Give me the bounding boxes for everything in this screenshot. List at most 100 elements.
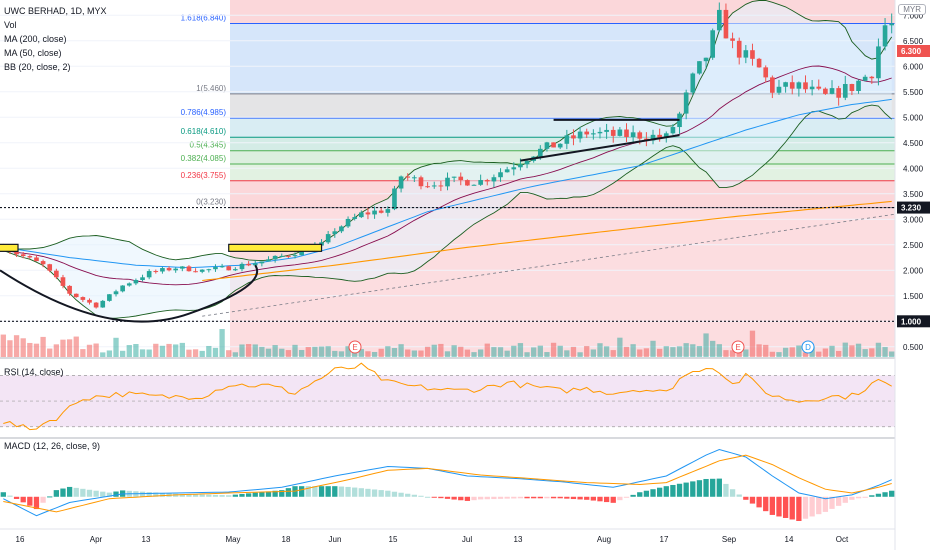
candle-body — [842, 84, 848, 98]
macd-label[interactable]: MACD (12, 26, close, 9) — [4, 441, 101, 451]
volume-bar — [13, 335, 20, 357]
volume-bar — [696, 346, 703, 357]
macd-histogram-bar — [524, 496, 530, 499]
trend-line-dashed — [202, 213, 896, 317]
volume-bar — [20, 338, 26, 357]
volume-bar — [325, 346, 331, 357]
candle-body — [412, 177, 417, 179]
macd-histogram-bar — [159, 492, 166, 497]
macd-histogram-bar — [106, 492, 113, 497]
candle-body — [431, 185, 437, 187]
macd-histogram-bar — [882, 492, 888, 497]
candle-body — [816, 86, 822, 89]
macd-histogram-bar — [424, 496, 431, 498]
time-axis: 16 Apr 13 May 18 Jun 15 Jul 13 Aug 17 Sep 14 Oct — [0, 528, 895, 544]
volume-bar — [47, 348, 53, 357]
bb-basis-line — [3, 65, 892, 286]
volume-bar — [849, 345, 855, 357]
price-tick-label: 0.500 — [903, 343, 924, 352]
macd-histogram-bar — [371, 489, 378, 497]
candle-body — [770, 77, 775, 93]
time-tick-label: Oct — [836, 535, 849, 544]
macd-histogram-bar — [889, 490, 895, 497]
volume-bar — [358, 349, 364, 357]
candle-body — [206, 269, 212, 271]
volume-label[interactable]: Vol — [4, 20, 17, 30]
macd-histogram-bar — [212, 494, 219, 497]
macd-histogram-bar — [829, 496, 835, 509]
candle-body — [100, 300, 106, 308]
volume-bar — [259, 346, 265, 357]
volume-bar — [769, 351, 776, 357]
ma50-label[interactable]: MA (50, close) — [4, 48, 62, 58]
fib-label: 0.382(4.085) — [181, 154, 227, 163]
price-tick-label: 3.500 — [903, 190, 924, 199]
macd-histogram-bar — [226, 495, 232, 497]
candle-body — [438, 185, 444, 187]
volume-bar — [272, 345, 278, 357]
ma200-label[interactable]: MA (200, close) — [4, 34, 67, 44]
candle-body — [219, 266, 225, 268]
macd-histogram-bar — [378, 490, 384, 497]
candle-body — [113, 291, 119, 295]
candle-body — [120, 285, 125, 292]
volume-bar — [245, 344, 252, 357]
volume-bar — [391, 347, 398, 357]
volume-bar — [292, 344, 298, 357]
candle-body — [153, 271, 159, 273]
macd-histogram-bar — [285, 488, 292, 497]
volume-bar — [212, 347, 219, 357]
rsi-label[interactable]: RSI (14, close) — [4, 367, 64, 377]
candle-body — [107, 294, 112, 301]
macd-histogram-bar — [729, 489, 736, 497]
bb-label[interactable]: BB (20, close, 2) — [4, 62, 71, 72]
volume-bar — [199, 350, 205, 357]
macd-histogram-bar — [835, 496, 842, 506]
candle-body — [458, 176, 464, 181]
volume-bar — [7, 340, 13, 357]
macd-histogram-bar — [557, 496, 563, 499]
macd-histogram-bar — [610, 496, 616, 503]
candle-body — [803, 82, 808, 90]
candle-body — [511, 167, 517, 170]
candle-body — [166, 268, 172, 271]
volume-bar — [763, 344, 769, 357]
last-price-label: 6.300 — [901, 47, 922, 56]
time-tick-label: Jul — [462, 535, 472, 544]
macd-histogram-bar — [279, 490, 285, 497]
volume-bar — [93, 343, 99, 357]
volume-bar — [33, 343, 40, 357]
symbol-title[interactable]: UWC BERHAD, 1D, MYX — [4, 6, 107, 16]
macd-histogram-bar — [749, 496, 756, 504]
candle-body — [756, 58, 762, 68]
macd-histogram-bar — [577, 496, 583, 500]
volume-bar — [332, 350, 338, 357]
candle-body — [557, 143, 563, 148]
volume-bar — [166, 343, 172, 357]
macd-histogram-bar — [391, 491, 398, 497]
volume-bar — [285, 350, 292, 357]
time-tick-label: 18 — [282, 535, 291, 544]
macd-histogram-bar — [358, 488, 364, 497]
chart-legend: UWC BERHAD, 1D, MYX Vol MA (200, close) … — [4, 4, 107, 74]
volume-bar — [126, 345, 132, 357]
candle-body — [358, 212, 364, 218]
candle-body — [405, 176, 411, 178]
macd-histogram-bar — [869, 495, 875, 497]
candle-body — [339, 226, 344, 232]
currency-button[interactable]: MYR — [898, 4, 926, 15]
price-tick-label: 7.000 — [903, 11, 924, 20]
price-tick-label: 2.500 — [903, 241, 924, 250]
candle-body — [418, 177, 424, 187]
macd-histogram-bar — [723, 483, 729, 497]
volume-bar — [663, 346, 669, 357]
candle-body — [829, 88, 835, 94]
level-1000-label: 1.000 — [901, 317, 922, 326]
macd-histogram-bar — [451, 496, 457, 500]
candle-body — [60, 277, 66, 286]
macd-histogram-bar — [756, 496, 762, 508]
candle-body — [213, 267, 218, 270]
macd-histogram-bar — [670, 484, 676, 497]
volume-bar — [371, 351, 378, 357]
